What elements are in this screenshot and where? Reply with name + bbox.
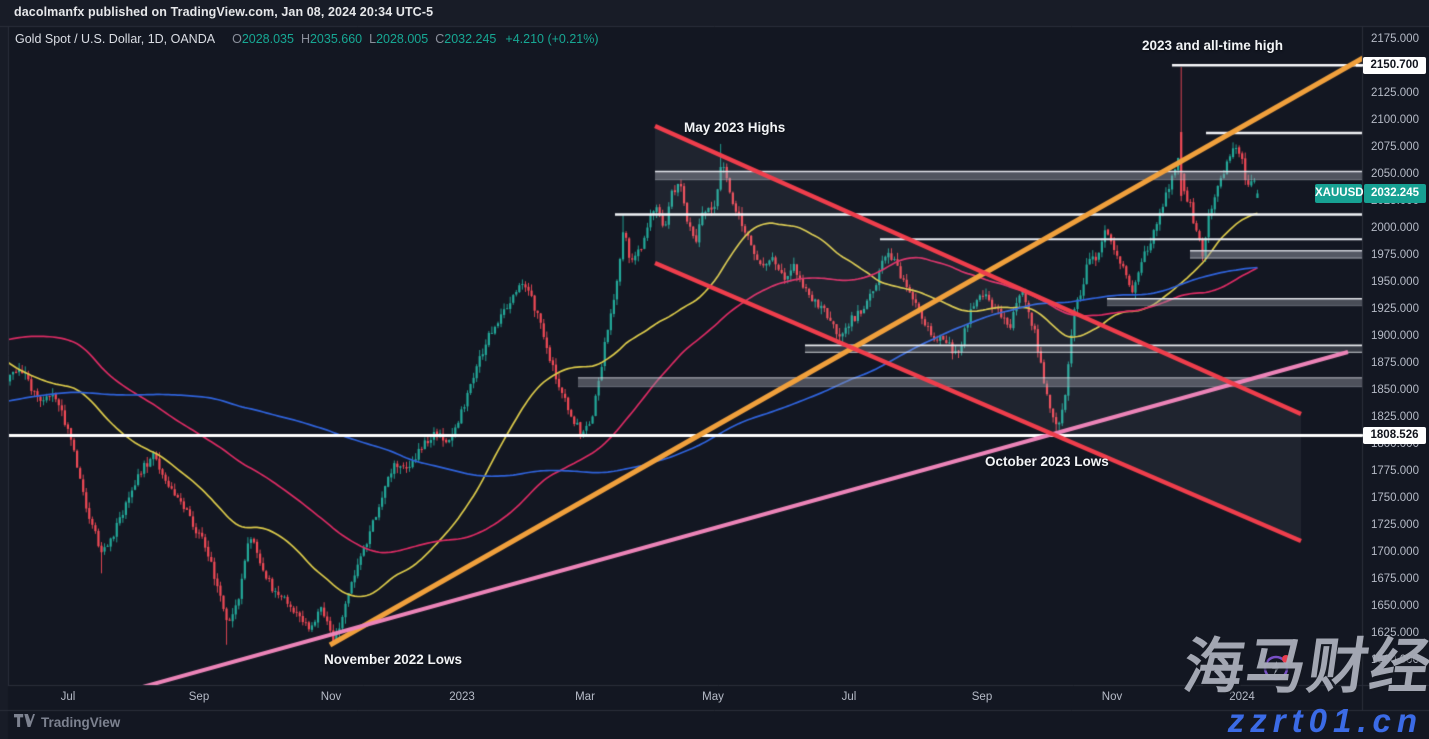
price-tick-label: 1675.000 [1371,573,1419,586]
price-tick-label: 1700.000 [1371,546,1419,559]
price-tick-label: 2125.000 [1371,86,1419,99]
price-tick-label: 1750.000 [1371,492,1419,505]
symbol-title[interactable]: Gold Spot / U.S. Dollar, 1D, OANDA [15,32,216,46]
symbol-legend: Gold Spot / U.S. Dollar, 1D, OANDA O2028.… [15,32,599,46]
price-tick-label: 1775.000 [1371,465,1419,478]
time-tick-label: Nov [320,691,342,703]
ohlc-letter: L [369,32,377,46]
event-marker-icon[interactable] [1262,652,1292,682]
time-tick-label: Nov [1101,691,1123,703]
change-value: +4.210 (+0.21%) [505,32,599,46]
tradingview-footer[interactable]: TradingView [14,714,120,730]
tradingview-logo-icon [14,714,35,730]
price-tick-label: 1900.000 [1371,329,1419,342]
price-tick-label: 2175.000 [1371,32,1419,45]
ohlc-letter: O [232,32,242,46]
chart-annotation: May 2023 Highs [684,120,786,135]
ohlc-value: 2028.035 [241,32,294,46]
time-tick-label: Sep [188,691,210,703]
price-tick-label: 2000.000 [1371,221,1419,234]
time-tick-label: May [702,691,724,703]
price-tick-label: 1950.000 [1371,275,1419,288]
price-tick-label: 1850.000 [1371,384,1419,397]
price-tag-october-low: 1808.526 [1363,426,1426,444]
price-tick-label: 2100.000 [1371,113,1419,126]
price-tick-label: 1625.000 [1371,627,1419,640]
ohlc-letter: H [300,32,310,46]
tradingview-logo-text: TradingView [41,714,121,730]
publish-info-bar: dacolmanfx published on TradingView.com,… [14,5,434,19]
time-tick-label: Mar [575,691,595,703]
watermark-chinese: 海马财经 [1179,633,1429,700]
time-tick-label: Sep [971,691,993,703]
chart-annotation: 2023 and all-time high [1142,38,1284,53]
ohlc-value: 2035.660 [309,32,363,46]
time-tick-label: 2024 [1229,691,1255,703]
time-tick-label: Jul [841,691,857,703]
price-tick-label: 1650.000 [1371,600,1419,613]
price-tick-label: 2050.000 [1371,167,1419,180]
price-tick-label: 1975.000 [1371,248,1419,261]
ohlc-value: 2032.245 [444,32,497,46]
ohlc-value: 2028.005 [376,32,429,46]
last-price-value-tag: 2032.245 [1364,183,1426,203]
last-price-symbol-tag: XAUUSD [1315,183,1364,203]
watermark-url: zzrt01.cn [1227,702,1423,739]
time-tick-label: 2023 [449,691,475,703]
time-tick-label: Jul [60,691,76,703]
price-tick-label: 1875.000 [1371,357,1419,369]
price-tick-label: 1825.000 [1371,411,1419,424]
ohlc-letter: C [435,32,445,46]
price-tick-label: 2075.000 [1371,140,1419,153]
price-tick-label: 1925.000 [1371,302,1419,315]
price-tick-label: 1600.000 [1371,654,1419,667]
chart-annotation: November 2022 Lows [324,652,463,667]
price-tick-label: 1725.000 [1371,519,1419,532]
chart-annotation: October 2023 Lows [985,454,1109,469]
price-tag-ath: 2150.700 [1363,56,1426,74]
